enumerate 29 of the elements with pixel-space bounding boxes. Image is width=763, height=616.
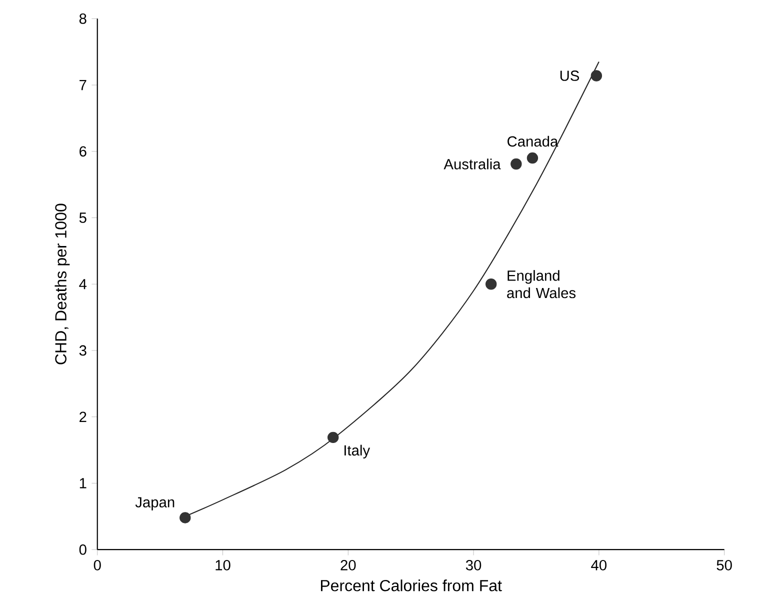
x-tick-label: 40	[591, 560, 606, 570]
y-tick-label: 7	[80, 80, 86, 90]
point	[328, 432, 339, 443]
y-tick-label: 5	[79, 212, 86, 223]
x-tick-label: 30	[466, 560, 482, 570]
y-tick-label: 8	[79, 13, 86, 24]
y-tick-label: 1	[80, 478, 86, 488]
x-tick-label: 10	[216, 560, 230, 570]
y-tick-label: 0	[79, 544, 86, 555]
y-tick-label: 3	[79, 345, 86, 356]
point	[180, 512, 191, 524]
x-tick-label: 50	[716, 560, 732, 570]
point	[526, 152, 538, 164]
y-axis-title: CHD, Deaths per 1000	[54, 204, 70, 364]
y-tick-label: 6	[80, 146, 86, 156]
x-axis-title: Percent Calories from Fat	[320, 579, 502, 592]
x-tick-label: 20	[340, 560, 356, 570]
annotation: US	[560, 70, 580, 81]
annotation: Canada	[508, 136, 558, 147]
annotation: Italy	[344, 444, 370, 458]
annotation: Japan	[135, 497, 174, 510]
annotation: Australia	[444, 158, 501, 170]
y-tick-label: 4	[79, 278, 87, 290]
y-tick-label: 2	[80, 412, 86, 422]
point	[485, 278, 497, 290]
point	[590, 70, 602, 82]
point	[510, 158, 522, 170]
annotation: England and Wales	[507, 270, 576, 298]
x-tick-label: 0	[94, 560, 101, 570]
